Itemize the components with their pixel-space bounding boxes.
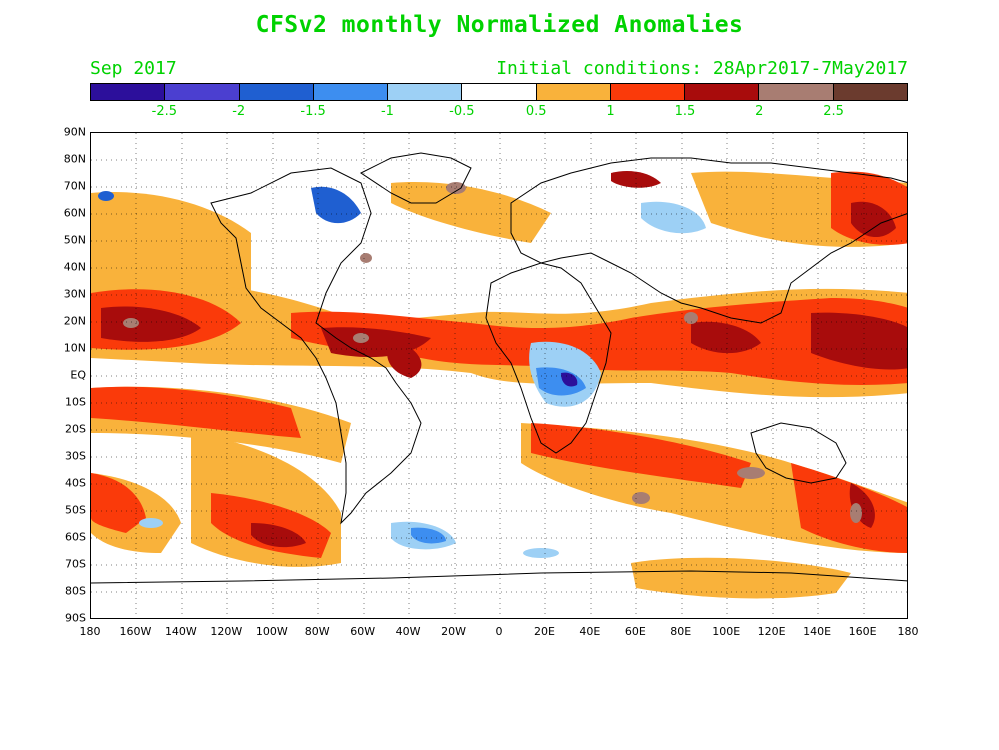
colorbar-label: 0.5	[525, 104, 547, 119]
latitude-label: 80S	[65, 584, 86, 598]
forecast-month-label: Sep 2017	[90, 58, 177, 79]
colorbar-label: -2	[232, 104, 246, 119]
colorbar-labels: -2.5 -2 -1.5 -1 -0.5 0.5 1 1.5 2 2.5	[90, 104, 908, 122]
colorbar-swatch	[685, 84, 760, 100]
latitude-label: 90N	[63, 125, 86, 139]
colorbar-swatch	[536, 84, 611, 100]
longitude-label: 140E	[803, 625, 832, 638]
latitude-label: 20N	[63, 314, 86, 328]
longitude-label: 60E	[624, 625, 646, 638]
latitude-label: 90S	[65, 611, 86, 625]
longitude-label: 140W	[164, 625, 197, 638]
colorbar-swatch	[833, 84, 907, 100]
colorbar	[90, 83, 908, 101]
colorbar-swatch	[165, 84, 240, 100]
longitude-label: 40E	[579, 625, 601, 638]
colorbar-label: -2.5	[151, 104, 178, 119]
colorbar-label: 2	[755, 104, 764, 119]
anomaly-fills	[91, 171, 907, 599]
anomaly-map	[90, 132, 908, 619]
longitude-label: 0	[495, 625, 503, 638]
map-title: CFSv2 monthly Normalized Anomalies	[255, 12, 744, 38]
latitude-label: 10N	[63, 341, 86, 355]
colorbar-swatch	[462, 84, 537, 100]
latitude-label: 80N	[63, 152, 86, 166]
latitude-label: 70N	[63, 179, 86, 193]
longitude-label: 100E	[712, 625, 741, 638]
latitude-label: 50N	[63, 233, 86, 247]
latitude-label: 30N	[63, 287, 86, 301]
longitude-label: 160E	[848, 625, 877, 638]
latitude-label: 40S	[65, 476, 86, 490]
colorbar-swatch	[610, 84, 686, 100]
latitude-label: 70S	[65, 557, 86, 571]
longitude-label: 40W	[395, 625, 421, 638]
colorbar-swatch	[91, 84, 166, 100]
colorbar-label: -0.5	[449, 104, 475, 119]
latitude-label: 10S	[65, 395, 86, 409]
latitude-label: 20S	[65, 422, 86, 436]
longitude-label: 160W	[119, 625, 152, 638]
latitude-label: 30S	[65, 449, 86, 463]
longitude-label: 120W	[210, 625, 243, 638]
colorbar-swatch	[759, 84, 834, 100]
longitude-label: 20E	[533, 625, 555, 638]
latitude-label: 60S	[65, 530, 86, 544]
longitude-label: 60W	[350, 625, 376, 638]
colorbar-label: 1	[606, 104, 615, 119]
longitude-label: 80W	[304, 625, 330, 638]
colorbar-swatch	[313, 84, 389, 100]
map-canvas	[91, 133, 907, 618]
colorbar-label: -1	[380, 104, 394, 119]
colorbar-label: -1.5	[300, 104, 326, 119]
colorbar-swatch	[388, 84, 463, 100]
longitude-label: 100W	[255, 625, 288, 638]
colorbar-swatch	[239, 84, 314, 100]
longitude-label: 180	[79, 625, 101, 638]
longitude-label: 80E	[670, 625, 692, 638]
longitude-label: 20W	[441, 625, 466, 638]
colorbar-label: 2.5	[823, 104, 844, 119]
initial-conditions-label: Initial conditions: 28Apr2017-7May2017	[496, 58, 908, 79]
latitude-label: 50S	[65, 503, 86, 517]
latitude-label: 60N	[63, 206, 86, 220]
colorbar-label: 1.5	[674, 104, 696, 119]
longitude-label: 120E	[757, 625, 786, 638]
graticule	[91, 133, 907, 618]
latitude-label: 40N	[63, 260, 86, 274]
latitude-label: EQ	[70, 368, 86, 382]
longitude-label: 180	[897, 625, 919, 638]
